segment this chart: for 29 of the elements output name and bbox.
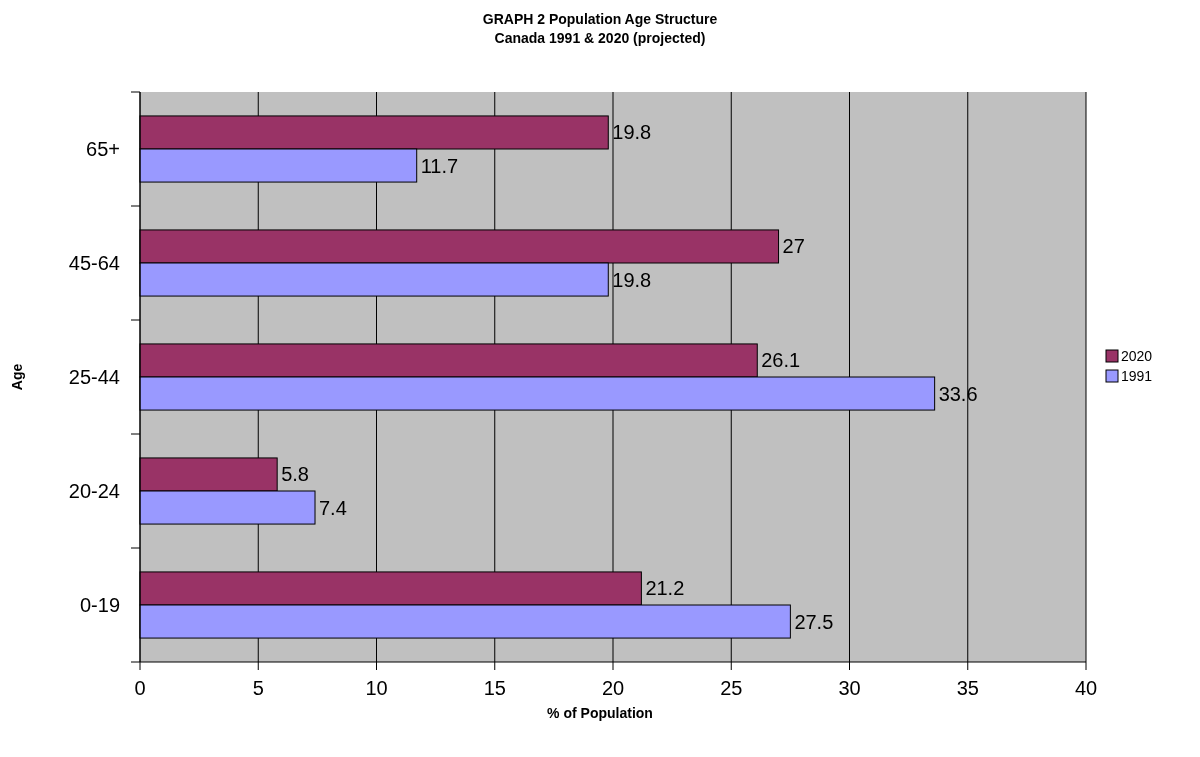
data-label: 26.1 <box>761 349 801 372</box>
x-tick-label: 35 <box>956 677 979 699</box>
y-tick-label: 45-64 <box>68 252 120 274</box>
data-label: 27 <box>782 235 805 258</box>
x-tick-label: 30 <box>838 677 861 699</box>
x-tick-label: 10 <box>365 677 388 699</box>
x-tick-label: 15 <box>483 677 506 699</box>
x-tick-label: 40 <box>1074 677 1098 699</box>
data-label: 7.4 <box>319 496 347 519</box>
data-label: 21.2 <box>645 577 685 600</box>
data-label: 19.8 <box>612 121 652 144</box>
y-tick-label: 25-44 <box>68 366 120 388</box>
legend-label: 2020 <box>1121 348 1153 364</box>
y-tick-label: 0-19 <box>79 594 120 616</box>
legend-label: 1991 <box>1121 368 1153 384</box>
data-label: 11.7 <box>420 154 459 177</box>
x-tick-label: 20 <box>601 677 625 699</box>
y-tick-label: 65+ <box>86 138 120 160</box>
chart-title: GRAPH 2 Population Age Structure <box>482 11 718 27</box>
data-label: 19.8 <box>612 268 652 291</box>
x-tick-label: 25 <box>720 677 743 699</box>
chart-subtitle: Canada 1991 & 2020 (projected) <box>494 30 706 46</box>
y-tick-label: 20-24 <box>68 480 120 502</box>
x-tick-label: 5 <box>252 677 264 699</box>
data-label: 5.8 <box>281 463 309 486</box>
x-axis-title: % of Population <box>547 705 653 721</box>
data-label: 27.5 <box>794 610 834 633</box>
x-tick-label: 0 <box>134 677 146 699</box>
y-axis-title: Age <box>9 363 25 391</box>
